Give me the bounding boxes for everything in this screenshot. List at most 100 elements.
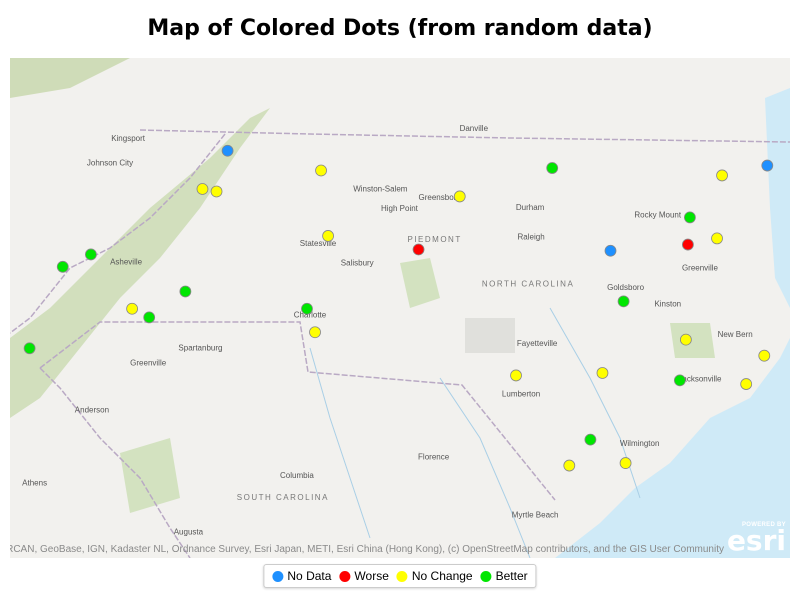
map-dot-better[interactable] xyxy=(179,285,192,298)
map-dot-better[interactable] xyxy=(23,342,36,355)
map-dot-no-change[interactable] xyxy=(453,190,466,203)
legend-label: No Change xyxy=(411,569,473,583)
place-label: Winston-Salem xyxy=(353,184,408,193)
mountain-terrain-north xyxy=(10,58,130,98)
swatch-icon xyxy=(272,570,284,582)
map-attribution: FAO, NPS, NRCAN, GeoBase, IGN, Kadaster … xyxy=(10,544,724,555)
river xyxy=(549,307,641,499)
nc-va-border xyxy=(139,129,790,143)
place-label: Rocky Mount xyxy=(634,210,681,219)
map-dot-better[interactable] xyxy=(683,211,696,224)
place-label: Jacksonville xyxy=(678,375,722,384)
sound-water xyxy=(765,88,790,308)
ocean xyxy=(555,338,790,558)
place-label: New Bern xyxy=(718,330,753,339)
map-dot-no-change[interactable] xyxy=(679,333,692,346)
map-dot-no-data[interactable] xyxy=(761,159,774,172)
nc-tn-border xyxy=(10,133,226,334)
place-label: Fayetteville xyxy=(517,339,558,348)
powered-by-text: POWERED BY xyxy=(741,522,786,528)
river xyxy=(309,347,371,539)
map-dot-no-change[interactable] xyxy=(196,183,209,195)
esri-brand-text: esri xyxy=(726,524,786,557)
place-label: Anderson xyxy=(75,405,109,414)
forest-uwharrie xyxy=(400,258,440,308)
esri-logo[interactable]: POWERED BY esri xyxy=(726,522,786,556)
place-label: Augusta xyxy=(174,527,204,536)
region-label: PIEDMONT xyxy=(408,235,462,244)
place-label: Columbia xyxy=(280,471,314,480)
place-label: Florence xyxy=(418,452,450,461)
map-dot-better[interactable] xyxy=(584,433,597,446)
place-label: Spartanburg xyxy=(178,344,222,353)
place-label: Goldsboro xyxy=(607,283,644,292)
place-label: High Point xyxy=(381,204,419,213)
place-label: Johnson City xyxy=(87,159,133,168)
place-label: Myrtle Beach xyxy=(512,510,559,519)
map-dot-no-change[interactable] xyxy=(711,232,723,245)
place-label: Greenville xyxy=(682,263,719,272)
place-label: Athens xyxy=(22,478,47,487)
legend-label: No Data xyxy=(287,569,332,583)
map-dot-better[interactable] xyxy=(143,311,156,324)
place-label: Kinston xyxy=(654,299,681,308)
legend-item-worse[interactable]: Worse xyxy=(339,569,389,583)
map-dot-no-change[interactable] xyxy=(716,169,728,182)
legend: No Data Worse No Change Better xyxy=(263,564,537,588)
map-dot-no-change[interactable] xyxy=(126,302,139,315)
place-label: Kingsport xyxy=(111,134,146,143)
forest-croatan xyxy=(670,323,715,358)
map-dot-no-data[interactable] xyxy=(221,144,234,157)
place-label: Charlotte xyxy=(294,310,327,319)
sc-ga-border xyxy=(39,367,191,558)
place-label: Raleigh xyxy=(518,233,545,242)
place-label: Asheville xyxy=(110,257,143,266)
region-label: SOUTH CAROLINA xyxy=(237,493,329,502)
rivers xyxy=(309,307,641,558)
place-label: Lumberton xyxy=(502,389,540,398)
map-dot-better[interactable] xyxy=(56,260,69,273)
map-dot-worse[interactable] xyxy=(412,243,425,256)
place-label: Danville xyxy=(460,124,489,133)
map-dot-no-change[interactable] xyxy=(758,349,771,362)
map-dot-better[interactable] xyxy=(85,248,97,261)
map-svg: NORTH CAROLINA SOUTH CAROLINA PIEDMONT Char… xyxy=(10,58,790,558)
map-dot-better[interactable] xyxy=(617,295,630,308)
map-dot-no-change[interactable] xyxy=(619,457,632,469)
place-label: Salisbury xyxy=(341,259,374,268)
map-dot-no-change[interactable] xyxy=(510,369,522,382)
nc-sc-border xyxy=(39,321,556,501)
map-dot-no-change[interactable] xyxy=(322,230,334,242)
river xyxy=(439,377,531,558)
map-dot-no-change[interactable] xyxy=(740,378,753,390)
swatch-icon xyxy=(480,570,492,582)
map-dot-better[interactable] xyxy=(301,302,313,315)
legend-item-better[interactable]: Better xyxy=(480,569,528,583)
place-label: Durham xyxy=(516,203,545,212)
forest-sumter xyxy=(120,438,180,513)
map-dot-no-change[interactable] xyxy=(315,164,327,177)
legend-label: Worse xyxy=(354,569,389,583)
map-dot-no-change[interactable] xyxy=(596,367,609,379)
region-label: NORTH CAROLINA xyxy=(482,280,574,289)
legend-item-no-data[interactable]: No Data xyxy=(272,569,331,583)
legend-item-no-change[interactable]: No Change xyxy=(396,569,473,583)
forest-fort-bragg xyxy=(465,318,515,353)
map-dot-no-change[interactable] xyxy=(563,459,576,472)
map-dot-no-change[interactable] xyxy=(309,326,321,339)
state-borders xyxy=(10,129,790,558)
place-label: Statesville xyxy=(300,239,337,248)
map-canvas[interactable]: NORTH CAROLINA SOUTH CAROLINA PIEDMONT Char… xyxy=(10,58,790,558)
swatch-icon xyxy=(339,570,351,582)
map-dot-worse[interactable] xyxy=(681,238,694,251)
place-label: Greensboro xyxy=(419,193,462,202)
swatch-icon xyxy=(396,570,408,582)
place-label: Wilmington xyxy=(620,439,660,448)
map-dot-better[interactable] xyxy=(546,162,559,174)
map-dot-no-data[interactable] xyxy=(604,244,617,257)
legend-label: Better xyxy=(495,569,528,583)
map-dot-better[interactable] xyxy=(673,374,686,387)
map-title: Map of Colored Dots (from random data) xyxy=(147,16,653,41)
place-label: Greenville xyxy=(130,359,167,368)
map-dot-no-change[interactable] xyxy=(210,185,223,198)
